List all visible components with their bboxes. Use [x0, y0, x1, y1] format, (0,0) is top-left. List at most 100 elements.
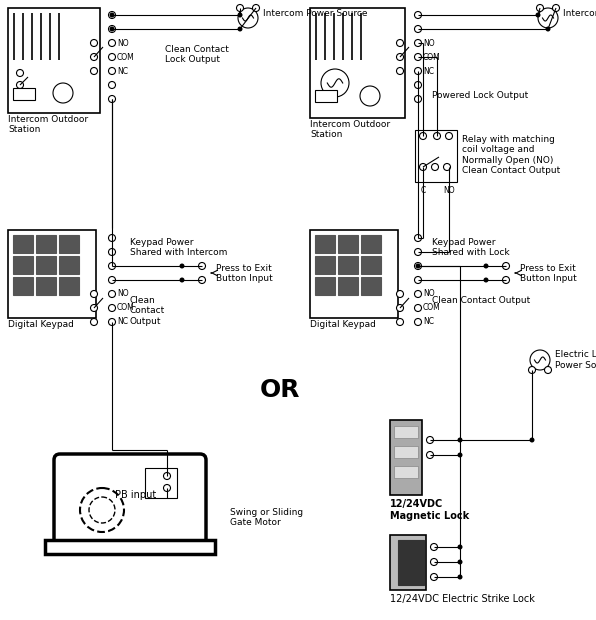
Circle shape	[108, 262, 116, 270]
Bar	[310, 8, 405, 118]
Circle shape	[427, 451, 433, 459]
Circle shape	[415, 264, 421, 268]
Circle shape	[535, 12, 541, 17]
Circle shape	[443, 164, 451, 170]
Circle shape	[414, 40, 421, 46]
Circle shape	[108, 25, 116, 32]
Circle shape	[502, 277, 510, 283]
Circle shape	[237, 12, 243, 17]
Text: Clean Contact Output: Clean Contact Output	[432, 296, 530, 305]
Circle shape	[108, 81, 116, 89]
Circle shape	[458, 544, 462, 549]
Text: NO: NO	[117, 38, 129, 48]
Circle shape	[420, 164, 427, 170]
Bar	[398, 540, 424, 585]
Circle shape	[433, 133, 440, 140]
Bar	[59, 277, 79, 295]
Bar	[59, 235, 79, 253]
Circle shape	[53, 83, 73, 103]
Circle shape	[108, 304, 116, 311]
Circle shape	[108, 95, 116, 102]
Bar	[315, 256, 335, 274]
Circle shape	[430, 559, 437, 565]
Circle shape	[91, 319, 98, 326]
Text: Press to Exit
Button Input: Press to Exit Button Input	[520, 264, 577, 283]
Bar	[338, 277, 358, 295]
Circle shape	[108, 12, 116, 19]
Text: 12/24VDC
Magnetic Lock: 12/24VDC Magnetic Lock	[390, 499, 469, 521]
Circle shape	[458, 575, 462, 580]
Text: Powered Lock Output: Powered Lock Output	[432, 91, 528, 99]
Circle shape	[430, 574, 437, 580]
Text: NC: NC	[423, 317, 434, 327]
Circle shape	[108, 319, 116, 326]
Bar	[36, 235, 56, 253]
Circle shape	[427, 436, 433, 443]
Circle shape	[529, 366, 535, 373]
Circle shape	[396, 53, 403, 61]
Bar	[394, 446, 418, 458]
Circle shape	[536, 4, 544, 12]
Circle shape	[414, 234, 421, 242]
Circle shape	[108, 277, 116, 283]
Bar	[315, 277, 335, 295]
Circle shape	[108, 291, 116, 298]
Text: Press to Exit
Button Input: Press to Exit Button Input	[216, 264, 273, 283]
Circle shape	[483, 278, 489, 283]
Bar	[394, 466, 418, 478]
Circle shape	[530, 350, 550, 370]
Circle shape	[529, 438, 535, 443]
Bar	[315, 235, 335, 253]
Circle shape	[110, 12, 114, 17]
Circle shape	[414, 95, 421, 102]
Text: Digital Keypad: Digital Keypad	[310, 320, 376, 329]
Circle shape	[108, 40, 116, 46]
Circle shape	[414, 304, 421, 311]
Circle shape	[91, 304, 98, 311]
Bar	[13, 256, 33, 274]
Bar	[145, 468, 177, 498]
Bar	[8, 230, 96, 318]
Bar	[36, 256, 56, 274]
Circle shape	[108, 53, 116, 61]
Text: Electric Lock
Power Source: Electric Lock Power Source	[555, 350, 596, 370]
Circle shape	[163, 484, 170, 492]
Text: 12/24VDC Electric Strike Lock: 12/24VDC Electric Strike Lock	[390, 594, 535, 604]
Bar	[59, 256, 79, 274]
Circle shape	[253, 4, 259, 12]
Circle shape	[396, 291, 403, 298]
Text: Clean Contact
Lock Output: Clean Contact Lock Output	[165, 45, 229, 64]
Circle shape	[17, 69, 23, 76]
Circle shape	[360, 86, 380, 106]
Circle shape	[91, 291, 98, 298]
Bar	[361, 277, 381, 295]
Text: Swing or Sliding
Gate Motor: Swing or Sliding Gate Motor	[230, 508, 303, 528]
Circle shape	[414, 25, 421, 32]
Bar	[315, 90, 337, 102]
Text: NC: NC	[423, 66, 434, 76]
Circle shape	[458, 438, 462, 443]
Circle shape	[420, 133, 427, 140]
Bar	[8, 8, 100, 113]
Circle shape	[414, 262, 421, 270]
Text: NO: NO	[443, 186, 455, 195]
Circle shape	[432, 164, 439, 170]
Text: COM: COM	[117, 53, 135, 61]
Circle shape	[396, 319, 403, 326]
Bar	[390, 420, 422, 495]
Circle shape	[414, 12, 421, 19]
Circle shape	[414, 81, 421, 89]
Circle shape	[237, 4, 244, 12]
Bar	[310, 230, 398, 318]
Circle shape	[396, 68, 403, 74]
Circle shape	[238, 8, 258, 28]
Bar	[45, 540, 215, 554]
Text: Intercom Outdoor
Station: Intercom Outdoor Station	[310, 120, 390, 140]
Bar	[338, 256, 358, 274]
FancyBboxPatch shape	[54, 454, 206, 546]
Circle shape	[198, 277, 206, 283]
Text: NC: NC	[117, 317, 128, 327]
Bar	[361, 256, 381, 274]
Text: OR: OR	[260, 378, 300, 402]
Text: Keypad Power
Shared with Lock: Keypad Power Shared with Lock	[432, 238, 510, 257]
